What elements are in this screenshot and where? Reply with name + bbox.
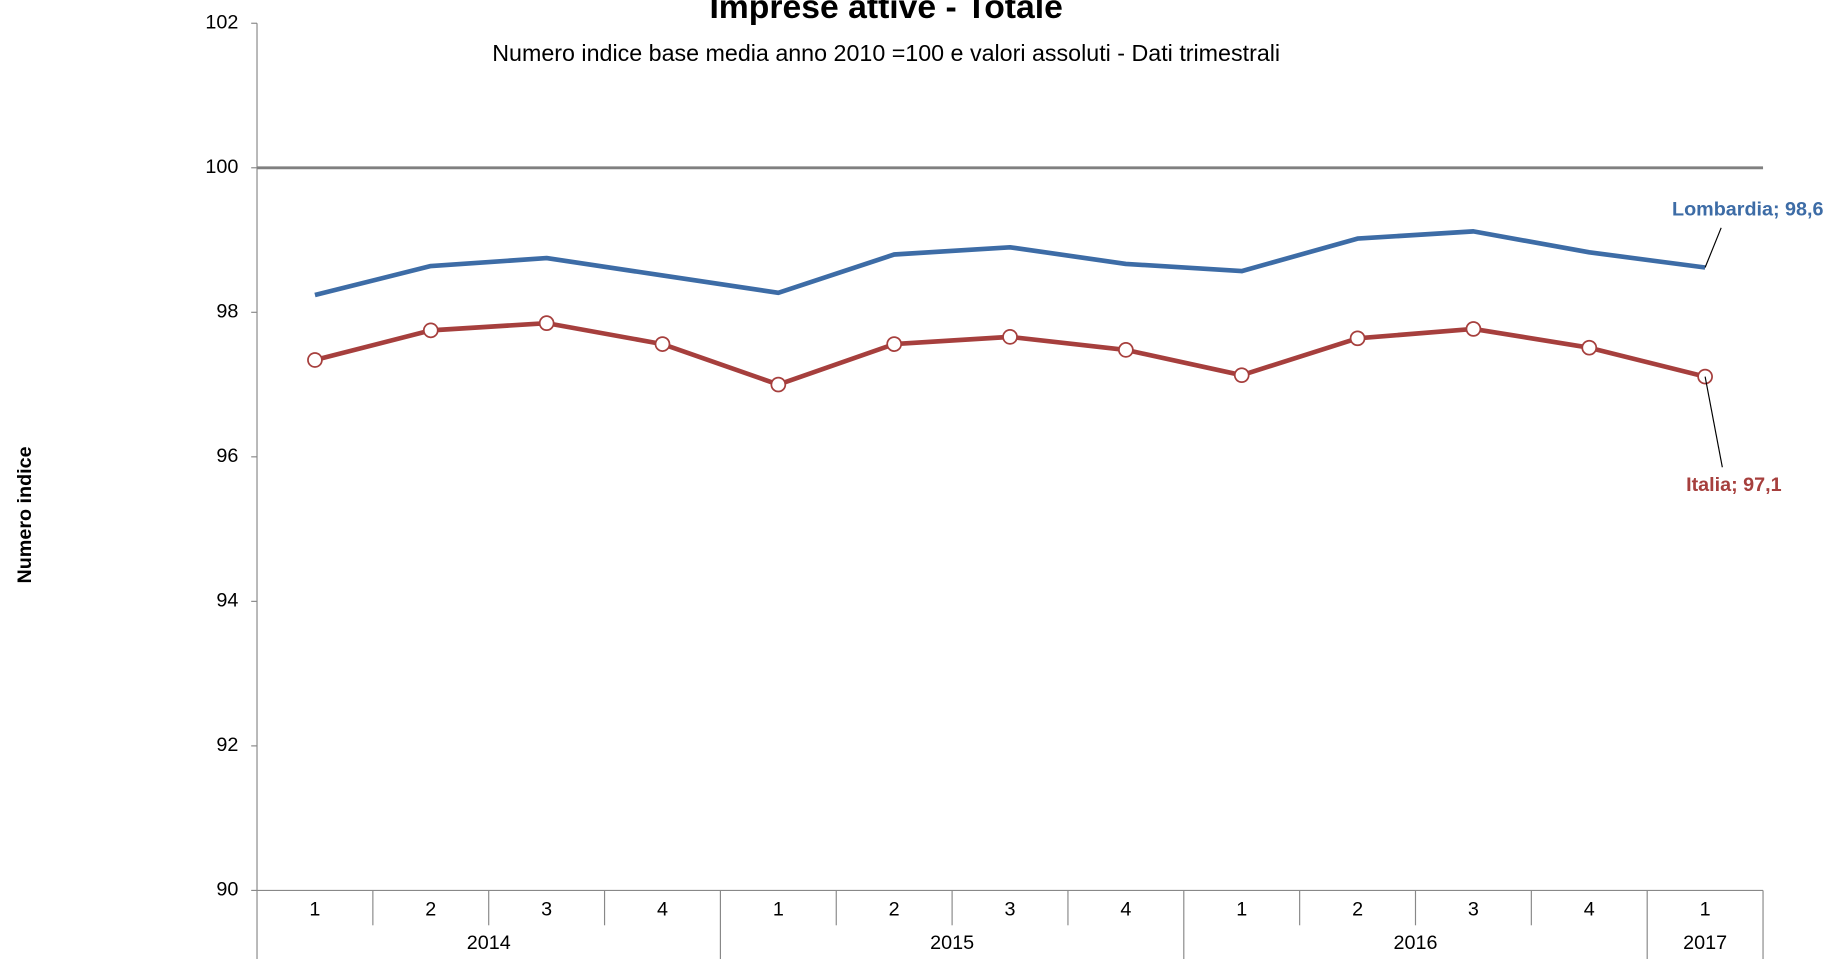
x-tick-label: 1 — [773, 898, 784, 920]
point-marker — [1349, 330, 1366, 347]
point-marker — [1233, 367, 1250, 384]
x-group-label: 2017 — [1683, 932, 1727, 954]
chart-subtitle: Numero indice base media anno 2010 =100 … — [492, 40, 1280, 66]
x-tick-label: 3 — [541, 898, 552, 920]
point-marker — [422, 322, 439, 339]
x-tick-label: 4 — [657, 898, 668, 920]
x-tick-label: 2 — [425, 898, 436, 920]
y-axis-label: Numero indice — [14, 446, 36, 583]
point-marker — [654, 336, 671, 352]
annotation-leader — [1704, 376, 1723, 468]
point-marker — [307, 352, 323, 368]
x-group-label: 2016 — [1394, 932, 1438, 954]
x-tick-label: 1 — [1236, 898, 1247, 920]
point-marker — [538, 315, 555, 331]
point-marker — [770, 376, 787, 393]
y-tick-label: 90 — [216, 879, 238, 901]
x-tick-label: 4 — [1584, 898, 1595, 920]
series-line — [314, 229, 1706, 298]
x-tick-label: 4 — [1120, 898, 1131, 920]
point-marker — [1118, 342, 1134, 358]
annotation: Italia; 97,1 — [1686, 474, 1782, 496]
y-tick-label: 100 — [205, 156, 238, 178]
y-tick-label: 102 — [205, 11, 238, 33]
x-tick-label: 3 — [1005, 898, 1016, 920]
point-marker — [886, 336, 903, 352]
x-tick-label: 2 — [889, 898, 900, 920]
point-marker — [1465, 321, 1482, 337]
y-tick-label: 92 — [216, 734, 238, 756]
x-tick-label: 1 — [309, 898, 320, 920]
point-marker — [1002, 329, 1018, 345]
x-tick-label: 1 — [1700, 898, 1711, 920]
y-tick-label: 94 — [216, 590, 238, 612]
annotation: Lombardia; 98,6 — [1672, 199, 1824, 221]
annotation-leader — [1704, 227, 1722, 268]
x-group-label: 2014 — [467, 932, 511, 954]
y-tick-label: 96 — [216, 445, 238, 467]
x-group-label: 2015 — [930, 932, 974, 954]
x-tick-label: 2 — [1352, 898, 1363, 920]
y-tick-label: 98 — [216, 301, 238, 323]
x-tick-label: 3 — [1468, 898, 1479, 920]
point-marker — [1581, 339, 1598, 356]
chart-title: Imprese attive - Totale — [709, 0, 1062, 26]
